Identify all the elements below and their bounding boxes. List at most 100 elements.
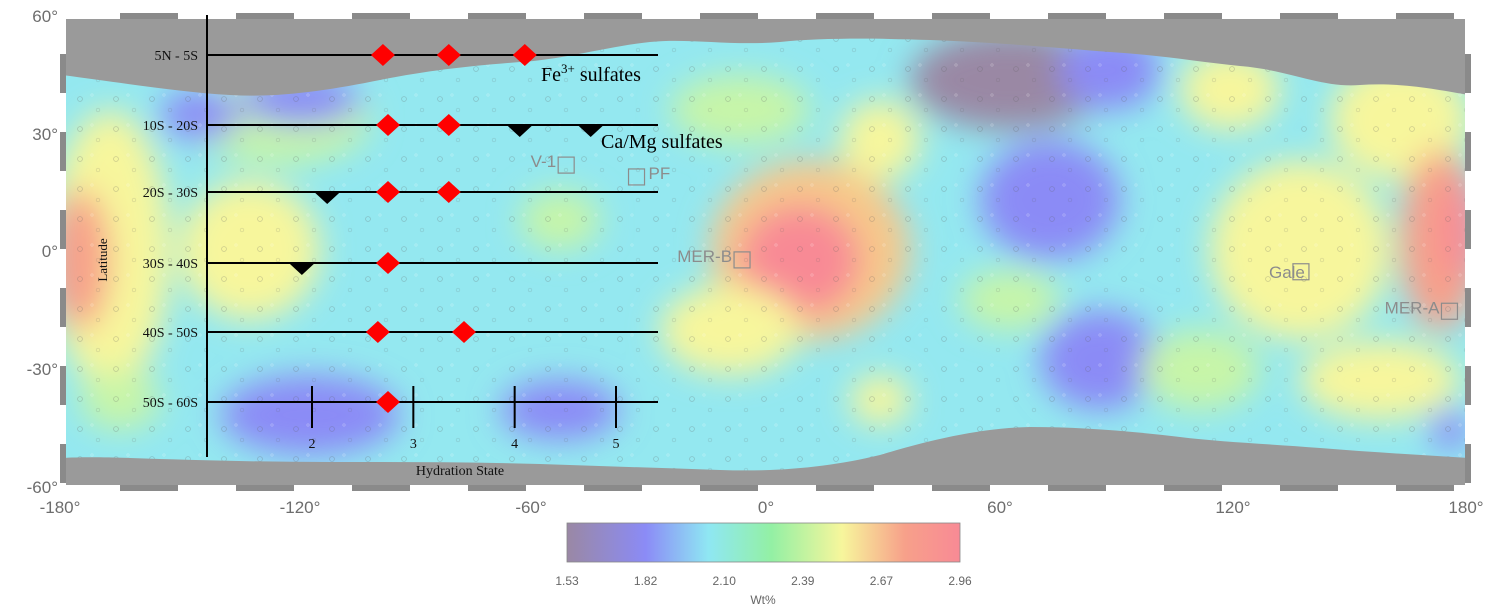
frame-segment [700,13,758,19]
frame-segment [410,485,468,491]
frame-segment [874,13,932,19]
colorbar-ticks: 1.53 1.82 2.10 2.39 2.67 2.96 [555,574,972,588]
frame-segment [62,485,120,491]
frame-segment [120,13,178,19]
abundance-map [62,15,1469,489]
frame-segment [60,288,66,327]
frame-segment [468,485,526,491]
lat-label: 0° [42,242,58,261]
sulfate-marker [436,114,461,136]
frame-segment [584,485,642,491]
frame-segment [1465,249,1471,288]
frame-segment [1465,171,1471,210]
frame-segment [526,485,584,491]
frame-segment [932,13,990,19]
map-frame [60,13,1471,491]
frame-segment [1396,13,1454,19]
frame-segment [1465,210,1471,249]
sulfate-marker [577,125,604,137]
frame-segment [1338,485,1396,491]
north-no-data [62,15,1469,96]
site-box [627,168,646,186]
sulfate-marker [376,181,400,203]
frame-segment [1048,13,1106,19]
colorbar-tick-label: 1.53 [555,574,579,588]
frame-segment [236,485,294,491]
frame-segment [60,132,66,171]
frame-segment [1454,13,1469,19]
sulfate-marker [370,44,395,66]
frame-segment [642,485,700,491]
frame-segment [1338,13,1396,19]
band-label: 50S - 60S [143,396,198,411]
colorbar-gradient [566,522,961,563]
frame-segment [990,485,1048,491]
longitude-tick-labels: -180° -120° -60° 0° 60° 120° 180° [40,498,1484,517]
frame-segment [60,249,66,288]
frame-segment [932,485,990,491]
colorbar: 1.53 1.82 2.10 2.39 2.67 2.96 Wt% [555,522,972,607]
band-label: 30S - 40S [143,257,198,272]
hydration-tick-label: 2 [309,437,316,452]
band-label: 20S - 30S [143,186,198,201]
lat-label: 30° [32,125,58,144]
frame-segment [178,485,236,491]
lat-label: 60° [32,7,58,26]
lon-label: -120° [280,498,321,517]
lon-label: -60° [515,498,546,517]
fe-sulfates-legend: Fe3+ sulfates [541,61,641,86]
frame-segment [1465,483,1471,489]
frame-segment [60,15,66,54]
lon-label: 0° [758,498,774,517]
sulfate-marker [436,181,461,203]
frame-segment [874,485,932,491]
frame-segment [60,327,66,366]
frame-segment [1396,485,1454,491]
hydration-tick-label: 4 [511,437,518,452]
sulfate-marker [365,321,390,343]
frame-segment [60,483,66,489]
lon-label: 120° [1215,498,1250,517]
frame-segment [60,171,66,210]
frame-segment [1465,93,1471,132]
colorbar-unit: Wt% [750,593,776,607]
frame-segment [62,13,120,19]
colorbar-tick-label: 2.67 [870,574,894,588]
frame-segment [816,13,874,19]
frame-segment [410,13,468,19]
hydration-overlay: Latitude 5N - 5S 10S - 20S 20S - 30S 30S - … [95,15,723,479]
sulfate-marker [506,125,533,137]
site-label: MER-A [1385,298,1440,317]
ca-mg-sulfates-legend: Ca/Mg sulfates [601,131,723,153]
sulfate-marker [376,114,400,136]
site-box [557,156,575,174]
frame-segment [60,93,66,132]
frame-segment [60,210,66,249]
frame-segment [1465,444,1471,483]
frame-segment [1222,485,1280,491]
site-label: PF [649,164,671,183]
frame-segment [294,13,352,19]
terrain-texture [62,15,1469,489]
frame-segment [352,13,410,19]
frame-segment [526,13,584,19]
frame-segment [60,54,66,93]
frame-segment [1465,15,1471,54]
lon-label: -180° [40,498,81,517]
south-no-data [62,427,1469,489]
latitude-axis-label: Latitude [95,238,110,282]
frame-segment [1465,327,1471,366]
frame-segment [1465,288,1471,327]
sulfate-marker [376,252,400,274]
frame-segment [60,405,66,444]
band-label: 40S - 50S [143,326,198,341]
frame-segment [1454,485,1469,491]
sulfate-marker [512,44,537,66]
frame-segment [1222,13,1280,19]
frame-segment [1465,54,1471,93]
colorbar-tick-label: 2.39 [791,574,815,588]
frame-segment [1280,485,1338,491]
sulfate-marker [288,263,315,275]
frame-segment [1106,485,1164,491]
